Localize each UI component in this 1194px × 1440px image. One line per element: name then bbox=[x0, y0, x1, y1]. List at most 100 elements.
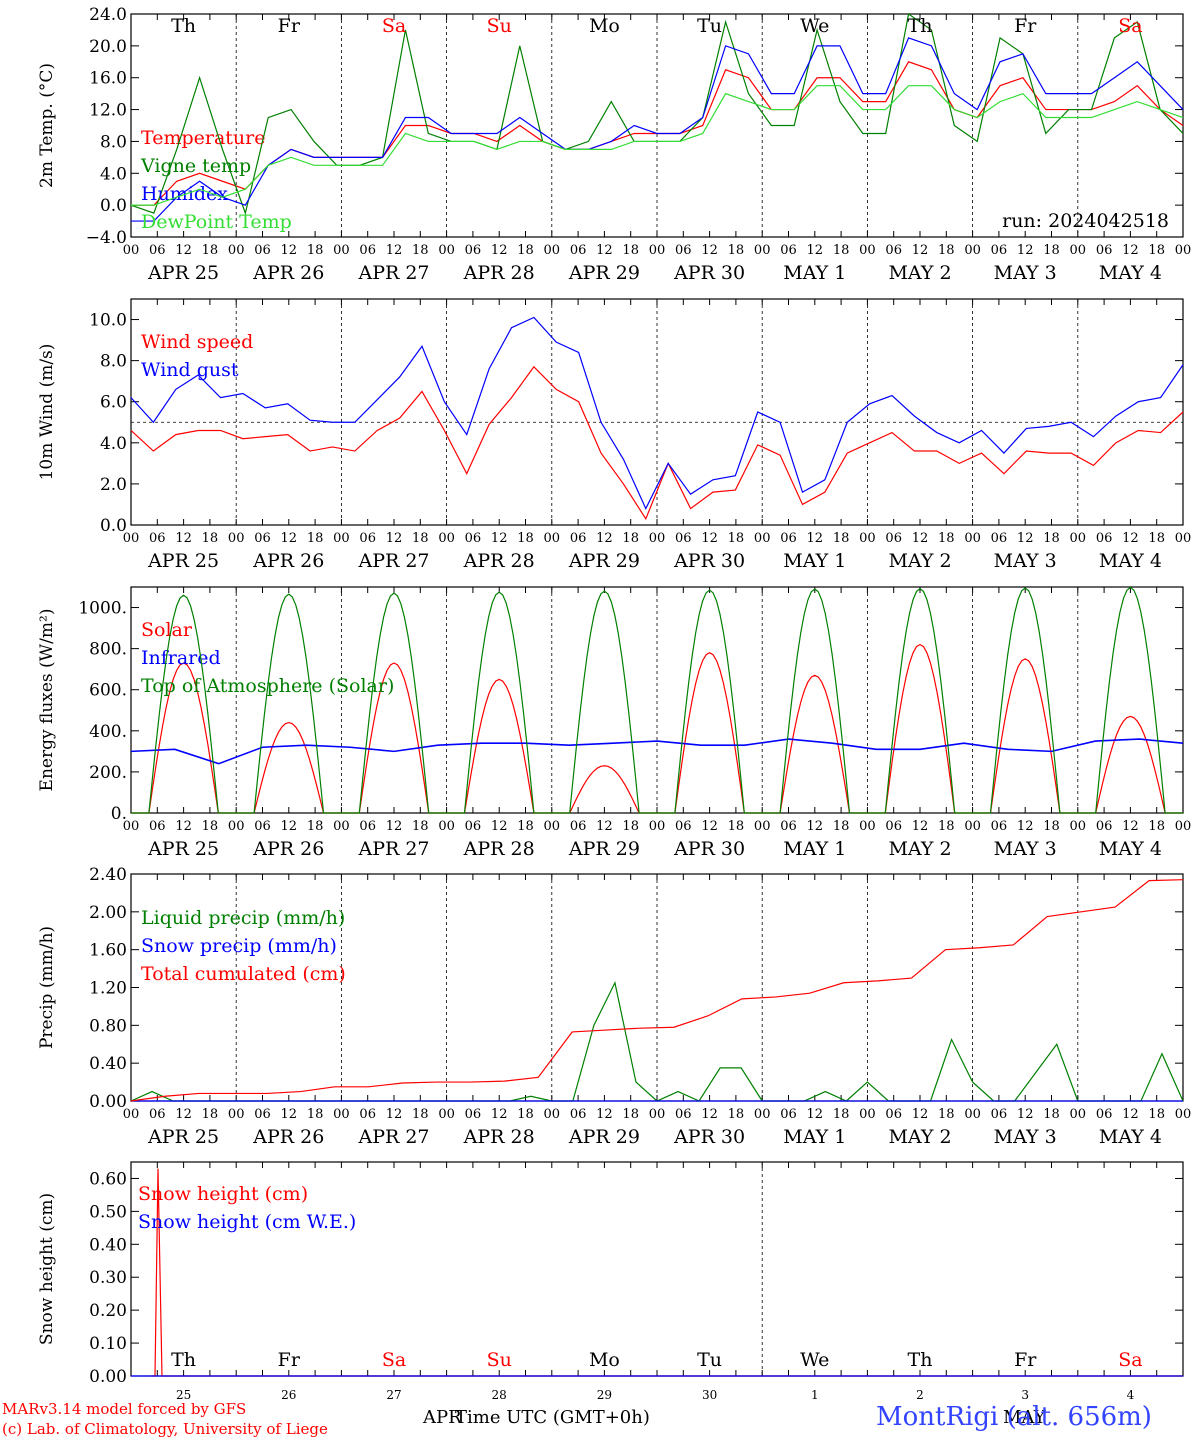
day-name: Fr bbox=[1014, 1349, 1037, 1371]
hour-label: 18 bbox=[728, 819, 745, 834]
hour-label: 12 bbox=[1122, 819, 1139, 834]
date-label: MAY 1 bbox=[783, 262, 846, 284]
hour-label: 12 bbox=[386, 1107, 403, 1122]
hour-label: 00 bbox=[859, 531, 876, 546]
day-name: Fr bbox=[1014, 15, 1037, 37]
hour-label: 12 bbox=[175, 243, 192, 258]
hour-label: 00 bbox=[1175, 243, 1192, 258]
hour-label: 00 bbox=[544, 531, 561, 546]
y-tick-label: 0.30 bbox=[89, 1268, 127, 1288]
date-label: APR 28 bbox=[463, 262, 535, 284]
day-name: Fr bbox=[278, 15, 301, 37]
day-number: 4 bbox=[1127, 1388, 1135, 1402]
day-name: Fr bbox=[278, 1349, 301, 1371]
hour-label: 12 bbox=[1017, 243, 1034, 258]
hour-label: 06 bbox=[991, 243, 1008, 258]
hour-label: 06 bbox=[359, 531, 376, 546]
y-tick-label: 0.60 bbox=[89, 1169, 127, 1189]
y-tick-label: 8.0 bbox=[100, 352, 127, 372]
hour-label: 18 bbox=[938, 531, 955, 546]
hour-label: 18 bbox=[1148, 531, 1165, 546]
hour-label: 18 bbox=[938, 243, 955, 258]
hour-label: 00 bbox=[438, 531, 455, 546]
hour-label: 12 bbox=[175, 1107, 192, 1122]
date-label: MAY 4 bbox=[1099, 1126, 1162, 1148]
hour-label: 12 bbox=[912, 819, 929, 834]
hour-label: 00 bbox=[859, 243, 876, 258]
y-tick-label: 600. bbox=[89, 681, 127, 701]
y-axis-label: Precip (mm/h) bbox=[37, 926, 57, 1049]
hour-label: 12 bbox=[281, 243, 298, 258]
hour-label: 06 bbox=[465, 243, 482, 258]
hour-label: 00 bbox=[964, 243, 981, 258]
hour-label: 12 bbox=[491, 819, 508, 834]
hour-label: 06 bbox=[254, 1107, 271, 1122]
hour-label: 00 bbox=[333, 1107, 350, 1122]
hour-label: 00 bbox=[1175, 819, 1192, 834]
hour-label: 00 bbox=[228, 531, 245, 546]
hour-label: 12 bbox=[912, 1107, 929, 1122]
hour-label: 18 bbox=[728, 243, 745, 258]
hour-label: 00 bbox=[964, 531, 981, 546]
day-number: 25 bbox=[176, 1388, 191, 1402]
hour-label: 00 bbox=[544, 819, 561, 834]
hour-label: 00 bbox=[333, 819, 350, 834]
series-line bbox=[130, 316, 1184, 510]
hour-label: 06 bbox=[1096, 243, 1113, 258]
y-tick-label: 4.0 bbox=[100, 164, 127, 184]
hour-label: 12 bbox=[1122, 243, 1139, 258]
hour-label: 00 bbox=[123, 531, 140, 546]
day-number: 28 bbox=[492, 1388, 507, 1402]
day-name: Th bbox=[908, 1349, 933, 1371]
month-may: MAY bbox=[1003, 1407, 1046, 1428]
hour-label: 12 bbox=[175, 819, 192, 834]
hour-label: 18 bbox=[517, 819, 534, 834]
hour-label: 06 bbox=[885, 531, 902, 546]
date-label: APR 29 bbox=[568, 838, 640, 860]
date-label: APR 30 bbox=[673, 550, 745, 572]
y-tick-label: 200. bbox=[89, 763, 127, 783]
hour-label: 18 bbox=[938, 1107, 955, 1122]
hour-label: 18 bbox=[1043, 819, 1060, 834]
series-line bbox=[131, 85, 1184, 206]
hour-label: 18 bbox=[307, 1107, 324, 1122]
panel-1: 00 06 12 18 APR 25 00 06 12 18 APR 26 00 06 12 18 APR … bbox=[37, 5, 1191, 284]
legend-entry: Top of Atmosphere (Solar) bbox=[141, 675, 394, 697]
hour-label: 12 bbox=[807, 1107, 824, 1122]
hour-label: 18 bbox=[622, 1107, 639, 1122]
date-label: MAY 1 bbox=[783, 550, 846, 572]
day-name: We bbox=[800, 15, 829, 37]
date-label: MAY 4 bbox=[1099, 838, 1162, 860]
date-label: APR 26 bbox=[252, 1126, 324, 1148]
hour-label: 18 bbox=[517, 531, 534, 546]
hour-label: 12 bbox=[386, 819, 403, 834]
hour-label: 18 bbox=[517, 243, 534, 258]
y-tick-label: 2.0 bbox=[100, 475, 127, 495]
hour-label: 06 bbox=[780, 1107, 797, 1122]
date-label: APR 29 bbox=[568, 1126, 640, 1148]
hour-label: 00 bbox=[228, 819, 245, 834]
legend-entry: Vigne temp bbox=[140, 155, 251, 177]
panel-2: 00 06 12 18 APR 25 00 06 12 18 APR 26 00 06 12 18 APR … bbox=[37, 298, 1191, 572]
day-number: 26 bbox=[281, 1388, 296, 1402]
hour-label: 18 bbox=[938, 819, 955, 834]
hour-label: 00 bbox=[438, 1107, 455, 1122]
y-tick-label: 0.0 bbox=[100, 516, 127, 536]
hour-label: 18 bbox=[412, 1107, 429, 1122]
date-label: APR 25 bbox=[147, 262, 219, 284]
credit-line-1: MARv3.14 model forced by GFS bbox=[2, 1400, 247, 1418]
y-tick-label: 0.00 bbox=[89, 1092, 127, 1112]
y-tick-label: 2.40 bbox=[89, 865, 127, 885]
y-tick-label: 6.0 bbox=[100, 393, 127, 413]
hour-label: 06 bbox=[675, 819, 692, 834]
hour-label: 00 bbox=[754, 531, 771, 546]
hour-label: 06 bbox=[465, 531, 482, 546]
day-name: Tu bbox=[697, 15, 722, 37]
y-tick-label: 24.0 bbox=[89, 5, 127, 25]
hour-label: 18 bbox=[307, 819, 324, 834]
hour-label: 06 bbox=[991, 1107, 1008, 1122]
series-line bbox=[130, 879, 1184, 1102]
hour-label: 06 bbox=[885, 819, 902, 834]
date-label: APR 25 bbox=[147, 838, 219, 860]
hour-label: 00 bbox=[649, 1107, 666, 1122]
